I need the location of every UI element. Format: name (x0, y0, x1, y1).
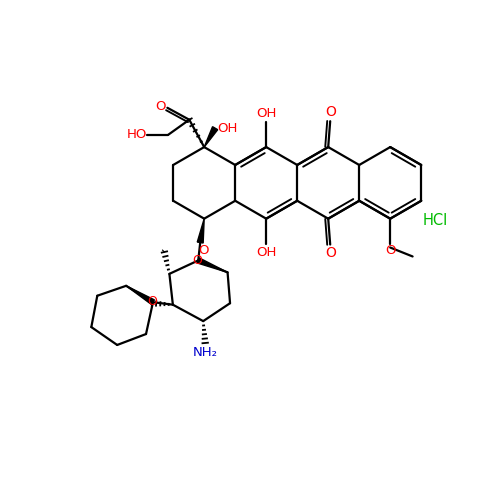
Text: O: O (385, 244, 396, 258)
Text: HO: HO (126, 128, 147, 141)
Text: O: O (155, 100, 166, 113)
Text: OH: OH (217, 122, 238, 134)
Polygon shape (198, 218, 204, 243)
Text: NH₂: NH₂ (193, 346, 218, 360)
Text: O: O (198, 244, 208, 258)
Text: O: O (148, 295, 158, 308)
Text: OH: OH (256, 107, 276, 120)
Polygon shape (204, 126, 218, 147)
Text: O: O (326, 106, 336, 120)
Text: O: O (326, 246, 336, 260)
Polygon shape (197, 258, 228, 272)
Text: O: O (192, 254, 202, 267)
Polygon shape (126, 286, 154, 304)
Text: HCl: HCl (422, 212, 448, 228)
Text: OH: OH (256, 246, 276, 259)
